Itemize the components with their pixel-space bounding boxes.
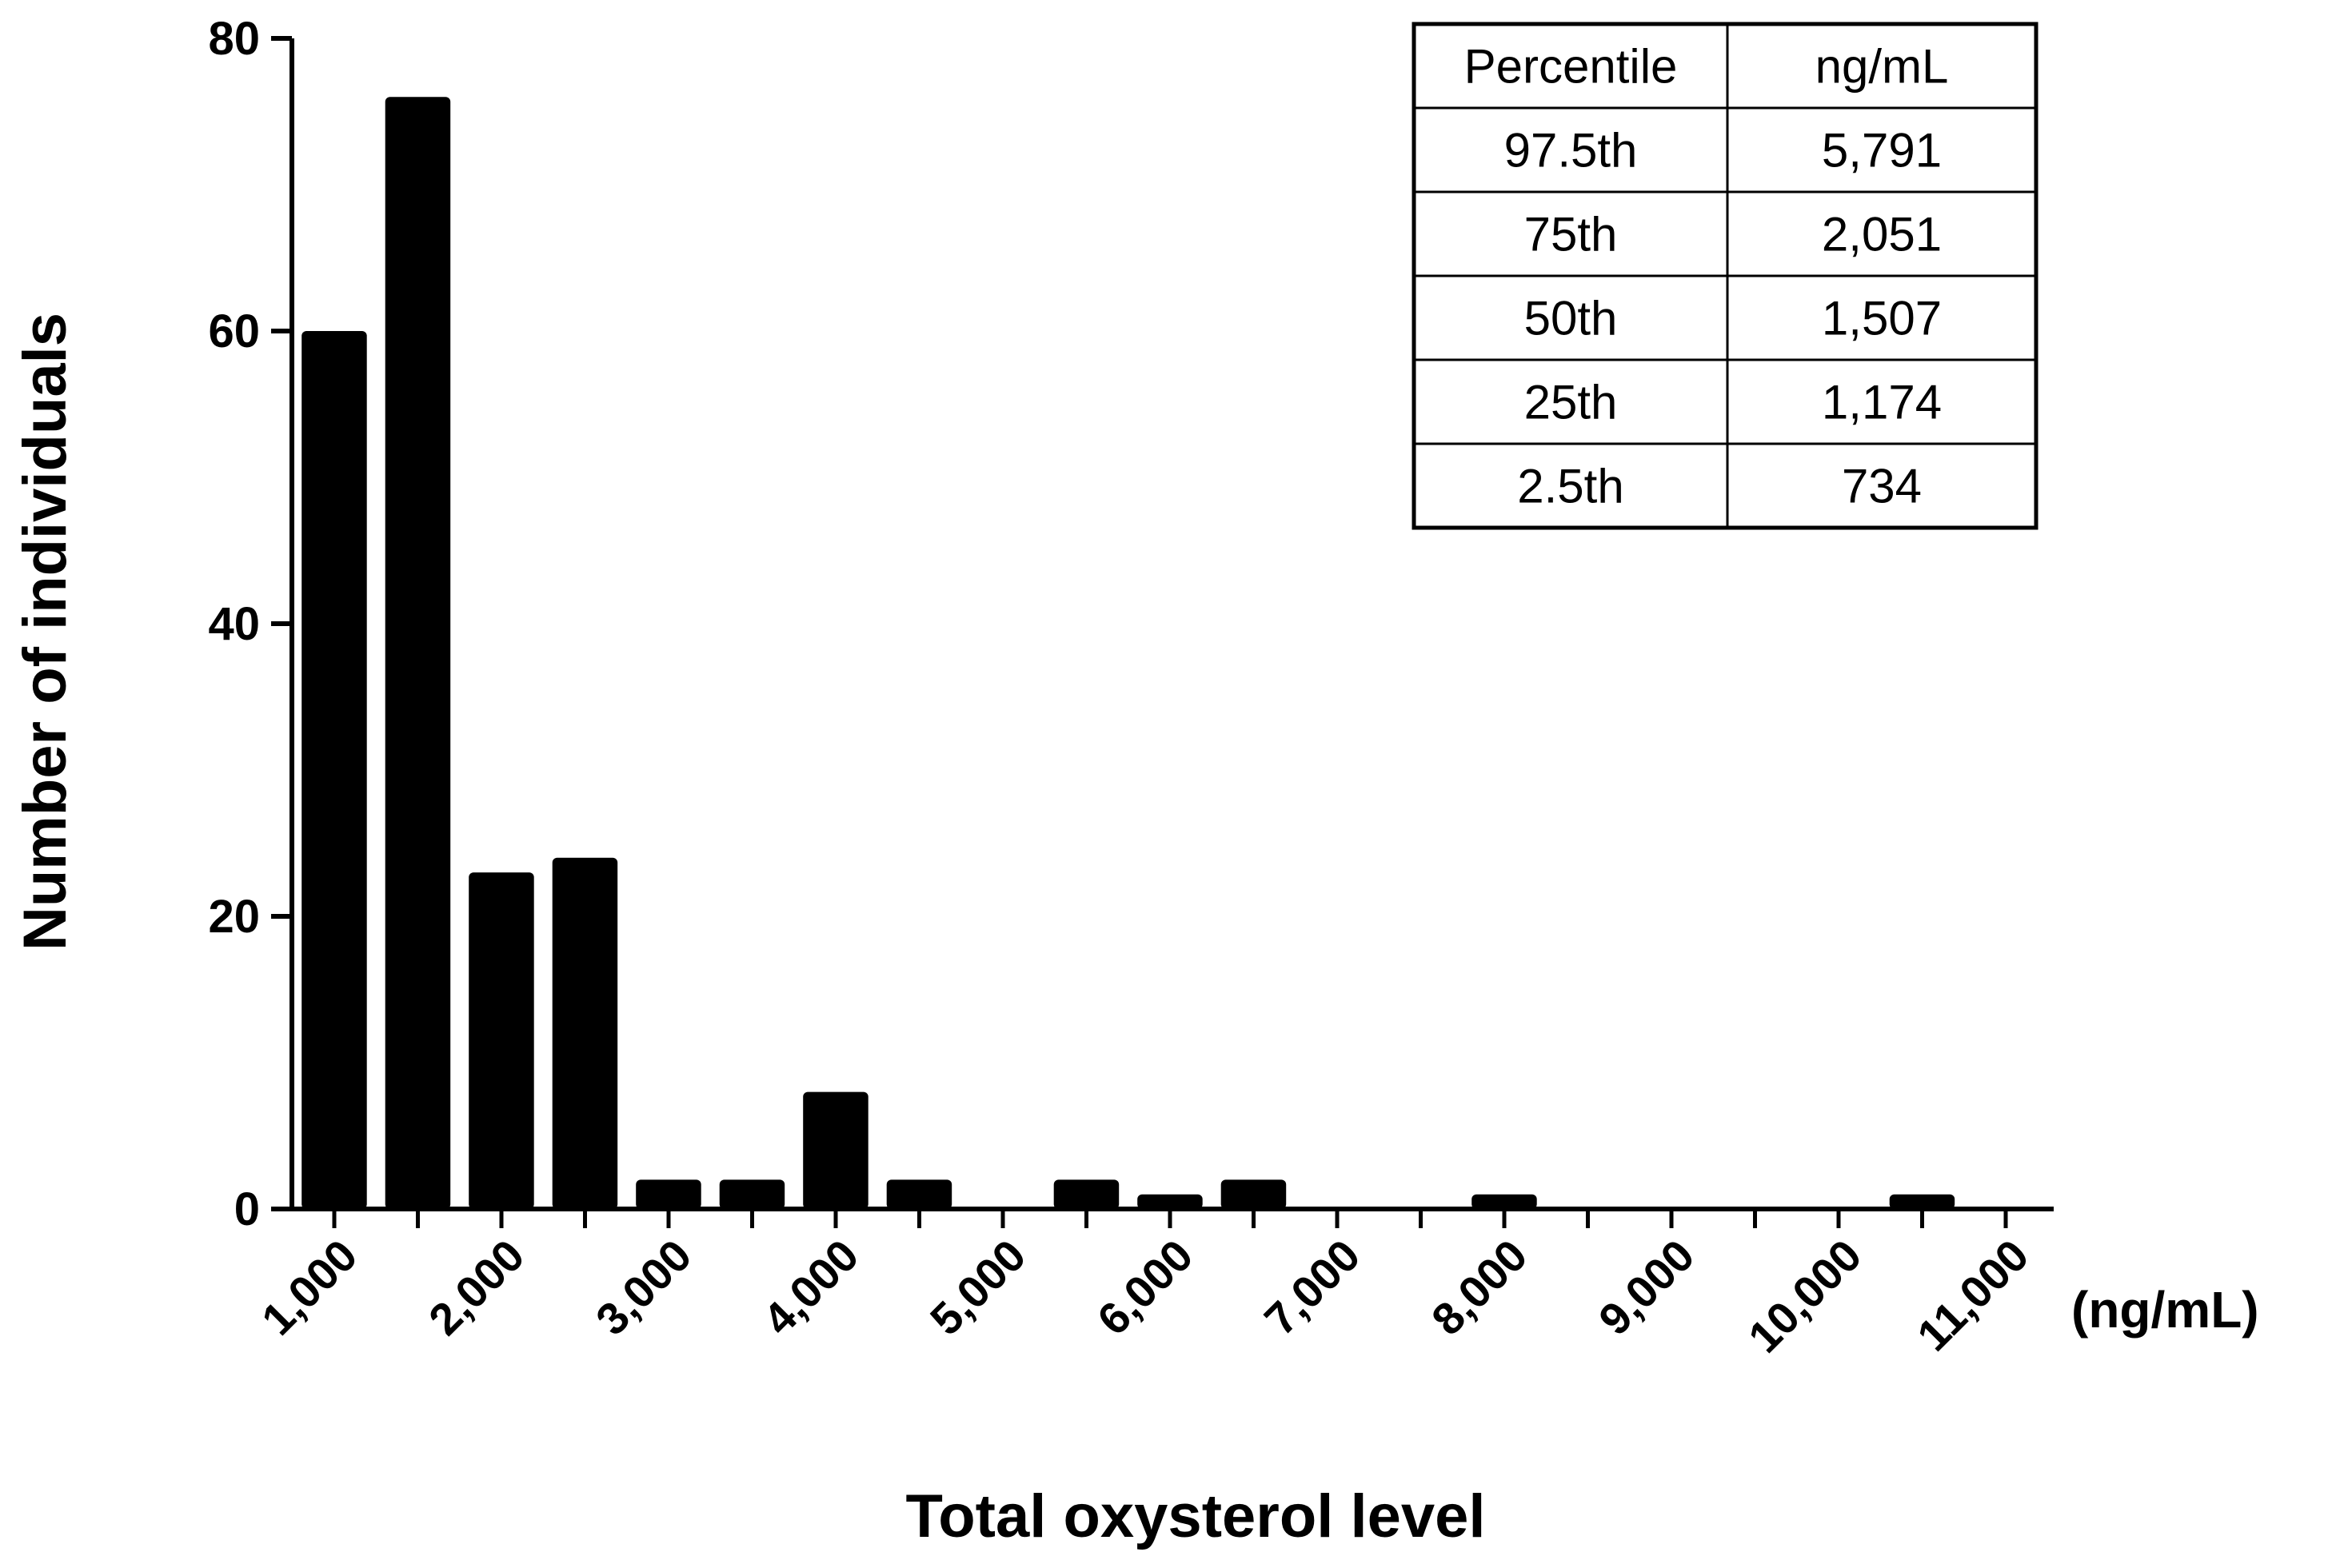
y-tick-label-60: 60 [208, 305, 260, 357]
bar-3500 [719, 1179, 785, 1209]
y-tick-label-20: 20 [208, 891, 260, 943]
bar-6500 [1220, 1179, 1287, 1209]
x-tick-label-3000: 3,000 [586, 1230, 701, 1345]
x-tick-label-10000: 10,000 [1739, 1230, 1871, 1363]
bar-2500 [552, 857, 618, 1209]
table-cell-percentile: 97.5th [1504, 124, 1638, 178]
y-axis: 0 20 40 60 80 [208, 13, 294, 1235]
x-tick-label-9000: 9,000 [1589, 1230, 1704, 1345]
x-tick-label-4000: 4,000 [753, 1230, 869, 1345]
y-tick-label-80: 80 [208, 13, 260, 65]
x-tick-label-11000: 11,000 [1907, 1230, 2038, 1360]
x-tick-label-7000: 7,000 [1255, 1230, 1370, 1345]
x-tick-label-2000: 2,000 [419, 1230, 534, 1345]
x-axis-title: Total oxysterol level [905, 1482, 1485, 1550]
bars-group [301, 97, 1955, 1210]
table-header-value: ng/mL [1815, 40, 1949, 94]
bar-10500 [1889, 1194, 1955, 1209]
x-axis-unit: (ng/mL) [2071, 1281, 2259, 1339]
table-cell-value: 5,791 [1822, 124, 1942, 178]
bar-4500 [886, 1179, 952, 1209]
table-cell-value: 734 [1842, 460, 1922, 513]
table-cell-value: 1,507 [1822, 292, 1942, 345]
bar-3000 [636, 1179, 701, 1209]
y-axis-title: Number of individuals [11, 313, 79, 951]
table-cell-percentile: 25th [1524, 376, 1618, 429]
x-tick-label-8000: 8,000 [1422, 1230, 1537, 1345]
bar-6000 [1137, 1194, 1203, 1209]
bar-4000 [803, 1091, 869, 1209]
table-cell-percentile: 50th [1524, 292, 1618, 345]
percentile-table: Percentile ng/mL 97.5th 5,791 75th 2,051 50th 1… [1412, 22, 2039, 530]
table-cell-value: 1,174 [1822, 376, 1942, 429]
y-tick-label-40: 40 [208, 598, 260, 650]
bar-2000 [469, 872, 534, 1209]
x-tick-label-6000: 6,000 [1088, 1230, 1203, 1345]
table-cell-value: 2,051 [1822, 208, 1942, 261]
bar-8000 [1471, 1194, 1537, 1209]
bar-1000 [301, 331, 367, 1209]
x-tick-label-5000: 5,000 [920, 1230, 1036, 1345]
x-axis: 1,000 2,000 3,000 4,000 5,000 6,000 7,000 8,000… [252, 1207, 2054, 1363]
table-header-percentile: Percentile [1464, 40, 1678, 94]
x-tick-label-1000: 1,000 [252, 1230, 367, 1345]
bar-1500 [385, 97, 451, 1210]
table-cell-percentile: 2.5th [1517, 460, 1623, 513]
y-tick-label-0: 0 [234, 1183, 260, 1235]
bar-5500 [1053, 1179, 1120, 1209]
table-cell-percentile: 75th [1524, 208, 1618, 261]
